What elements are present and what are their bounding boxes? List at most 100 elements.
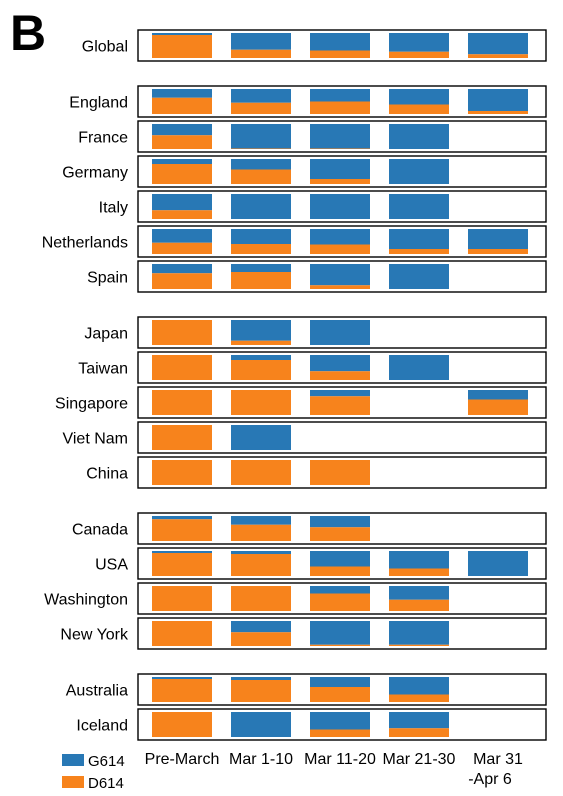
bar-g614 bbox=[152, 89, 212, 98]
region-label: Japan bbox=[84, 326, 128, 343]
row-frame bbox=[137, 120, 547, 153]
bar-g614 bbox=[231, 516, 291, 525]
row-frame bbox=[137, 547, 547, 580]
bar-d614 bbox=[152, 273, 212, 289]
row-frame bbox=[137, 29, 547, 62]
bar-g614 bbox=[310, 194, 370, 219]
bar-d614 bbox=[468, 249, 528, 254]
bar-g614 bbox=[152, 516, 212, 520]
region-label: Singapore bbox=[55, 396, 128, 413]
bar-g614 bbox=[231, 551, 291, 554]
bar-d614 bbox=[310, 566, 370, 576]
bar-d614 bbox=[468, 54, 528, 58]
bar-g614 bbox=[310, 516, 370, 528]
bar-d614 bbox=[152, 35, 212, 58]
x-tick-label: Pre-March bbox=[145, 751, 220, 768]
bar-d614 bbox=[310, 460, 370, 485]
row-frame bbox=[137, 456, 547, 489]
bar-d614 bbox=[231, 390, 291, 415]
region-label: Canada bbox=[72, 522, 128, 539]
bar-d614 bbox=[389, 644, 449, 646]
bar-d614 bbox=[389, 104, 449, 114]
bar-d614 bbox=[310, 527, 370, 541]
bar-g614 bbox=[389, 677, 449, 695]
row-frame bbox=[137, 673, 547, 706]
row-frame bbox=[137, 85, 547, 118]
bar-g614 bbox=[310, 712, 370, 730]
bar-g614 bbox=[468, 89, 528, 111]
bar-g614 bbox=[231, 194, 291, 219]
bar-g614 bbox=[389, 194, 449, 219]
bar-d614 bbox=[231, 169, 291, 184]
bar-d614 bbox=[310, 244, 370, 254]
bar-d614 bbox=[152, 679, 212, 702]
bar-d614 bbox=[231, 586, 291, 611]
bar-g614 bbox=[310, 677, 370, 687]
bar-g614 bbox=[152, 677, 212, 679]
bar-d614 bbox=[231, 49, 291, 58]
bar-d614 bbox=[152, 553, 212, 576]
bar-g614 bbox=[152, 159, 212, 164]
bar-g614 bbox=[231, 229, 291, 244]
region-label: China bbox=[86, 466, 128, 483]
bar-g614 bbox=[389, 124, 449, 149]
row-frame bbox=[137, 316, 547, 349]
bar-d614 bbox=[152, 210, 212, 219]
bar-d614 bbox=[310, 396, 370, 415]
bar-g614 bbox=[231, 159, 291, 170]
bar-g614 bbox=[152, 194, 212, 211]
bar-d614 bbox=[231, 460, 291, 485]
row-frame bbox=[137, 708, 547, 741]
bar-g614 bbox=[231, 264, 291, 272]
legend-swatch bbox=[62, 776, 84, 788]
bar-d614 bbox=[152, 164, 212, 184]
bar-g614 bbox=[389, 264, 449, 289]
bar-g614 bbox=[468, 390, 528, 400]
region-label: Global bbox=[82, 39, 128, 56]
region-label: France bbox=[78, 130, 128, 147]
row-frame bbox=[137, 421, 547, 454]
row-frame bbox=[137, 351, 547, 384]
bar-g614 bbox=[389, 33, 449, 52]
region-label: Australia bbox=[66, 683, 128, 700]
bar-d614 bbox=[152, 519, 212, 541]
bar-d614 bbox=[310, 371, 370, 380]
row-frame bbox=[137, 617, 547, 650]
region-label: Washington bbox=[44, 592, 128, 609]
region-label: Spain bbox=[87, 270, 128, 287]
bar-g614 bbox=[310, 355, 370, 372]
bar-d614 bbox=[310, 179, 370, 184]
x-tick-label: -Apr 6 bbox=[468, 771, 512, 788]
bar-g614 bbox=[310, 320, 370, 345]
bar-d614 bbox=[231, 272, 291, 289]
bar-g614 bbox=[152, 33, 212, 35]
bar-d614 bbox=[468, 111, 528, 114]
region-label: England bbox=[69, 95, 128, 112]
row-frame bbox=[137, 386, 547, 419]
bar-g614 bbox=[310, 264, 370, 286]
legend-swatch bbox=[62, 754, 84, 766]
bar-d614 bbox=[231, 680, 291, 702]
bar-d614 bbox=[231, 102, 291, 114]
bar-d614 bbox=[389, 599, 449, 611]
bar-d614 bbox=[152, 97, 212, 114]
bar-g614 bbox=[310, 89, 370, 102]
bar-g614 bbox=[389, 621, 449, 645]
bar-g614 bbox=[310, 159, 370, 179]
row-frame bbox=[137, 155, 547, 188]
row-frame bbox=[137, 260, 547, 293]
bar-d614 bbox=[468, 399, 528, 415]
bar-g614 bbox=[231, 320, 291, 341]
bar-d614 bbox=[152, 425, 212, 450]
bar-d614 bbox=[231, 244, 291, 254]
bar-g614 bbox=[389, 586, 449, 600]
bar-d614 bbox=[310, 644, 370, 646]
legend-label: G614 bbox=[88, 753, 125, 770]
bar-g614 bbox=[231, 712, 291, 737]
row-frame bbox=[137, 582, 547, 615]
row-frame bbox=[137, 512, 547, 545]
bar-g614 bbox=[310, 390, 370, 397]
x-tick-label: Mar 31 bbox=[473, 751, 523, 768]
x-tick-label: Mar 11-20 bbox=[304, 751, 376, 768]
bar-d614 bbox=[310, 593, 370, 611]
